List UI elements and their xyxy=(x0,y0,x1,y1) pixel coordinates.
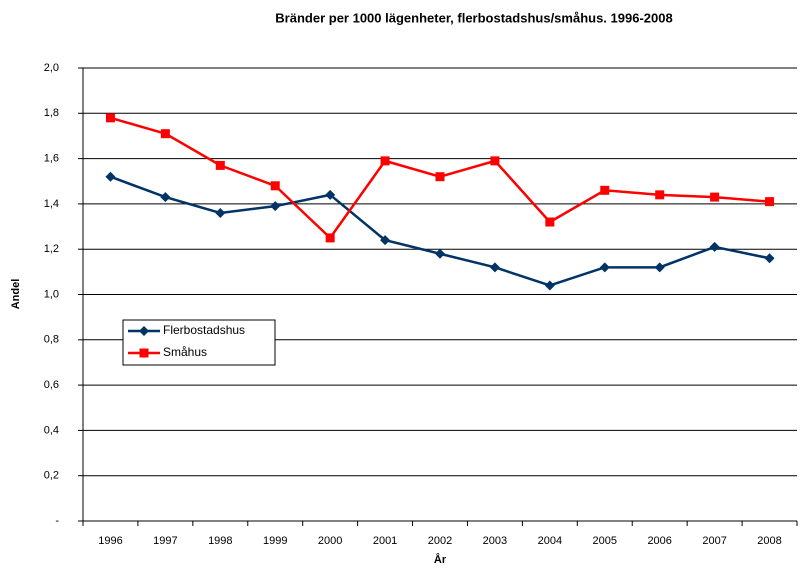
y-tick-label: 1,6 xyxy=(44,153,59,165)
point xyxy=(270,201,281,212)
point xyxy=(545,217,555,227)
y-tick-label: 0,2 xyxy=(44,470,59,482)
x-axis-label: År xyxy=(434,553,447,566)
point xyxy=(435,172,445,182)
series-line xyxy=(110,175,770,287)
point xyxy=(709,241,720,252)
point xyxy=(105,171,116,182)
y-tick-label: 1,0 xyxy=(44,288,59,300)
x-tick-label: 2001 xyxy=(373,535,397,547)
x-tick-label: 2007 xyxy=(702,535,726,547)
point xyxy=(654,262,665,273)
point xyxy=(105,113,115,123)
legend-label: Småhus xyxy=(163,345,207,359)
legend-label: Flerbostadshus xyxy=(163,323,245,337)
point xyxy=(435,248,445,259)
x-tick-label: 2003 xyxy=(483,535,507,547)
y-tick-label: 1,8 xyxy=(44,107,59,119)
y-tick-label: 0,8 xyxy=(44,334,59,346)
point xyxy=(380,235,391,246)
legend-marker xyxy=(139,348,149,358)
point xyxy=(160,129,170,139)
point xyxy=(215,207,226,218)
x-tick-label: 1999 xyxy=(263,535,287,547)
x-tick-label: 2005 xyxy=(593,535,617,547)
point xyxy=(215,160,225,170)
x-tick-label: 2002 xyxy=(428,535,452,547)
point xyxy=(599,262,610,273)
point xyxy=(325,189,336,200)
point xyxy=(710,192,720,202)
y-axis-label: Andel xyxy=(10,279,22,310)
x-tick-label: 2006 xyxy=(647,535,671,547)
y-tick-label: 0,6 xyxy=(44,379,59,391)
y-tick-label: 1,2 xyxy=(44,243,59,255)
point xyxy=(600,185,610,195)
x-tick-label: 2004 xyxy=(538,535,562,547)
x-tick-label: 1996 xyxy=(98,535,122,547)
point xyxy=(489,262,500,273)
point xyxy=(270,181,280,191)
point xyxy=(490,156,500,166)
chart-title: Bränder per 1000 lägenheter, flerbostads… xyxy=(275,10,672,25)
y-tick-label: 1,4 xyxy=(44,198,59,210)
point xyxy=(380,156,390,166)
point xyxy=(765,197,775,207)
x-tick-label: 1998 xyxy=(208,535,232,547)
point xyxy=(764,253,775,264)
x-tick-label: 2000 xyxy=(318,535,342,547)
point xyxy=(160,192,171,203)
x-tick-label: 2008 xyxy=(757,535,781,547)
point xyxy=(325,233,335,243)
y-tick-label: - xyxy=(55,515,59,527)
legend-marker xyxy=(139,326,149,336)
point xyxy=(655,190,665,200)
y-tick-label: 2,0 xyxy=(44,62,59,74)
x-tick-label: 1997 xyxy=(153,535,177,547)
point xyxy=(544,280,555,291)
y-tick-label: 0,4 xyxy=(44,424,59,436)
